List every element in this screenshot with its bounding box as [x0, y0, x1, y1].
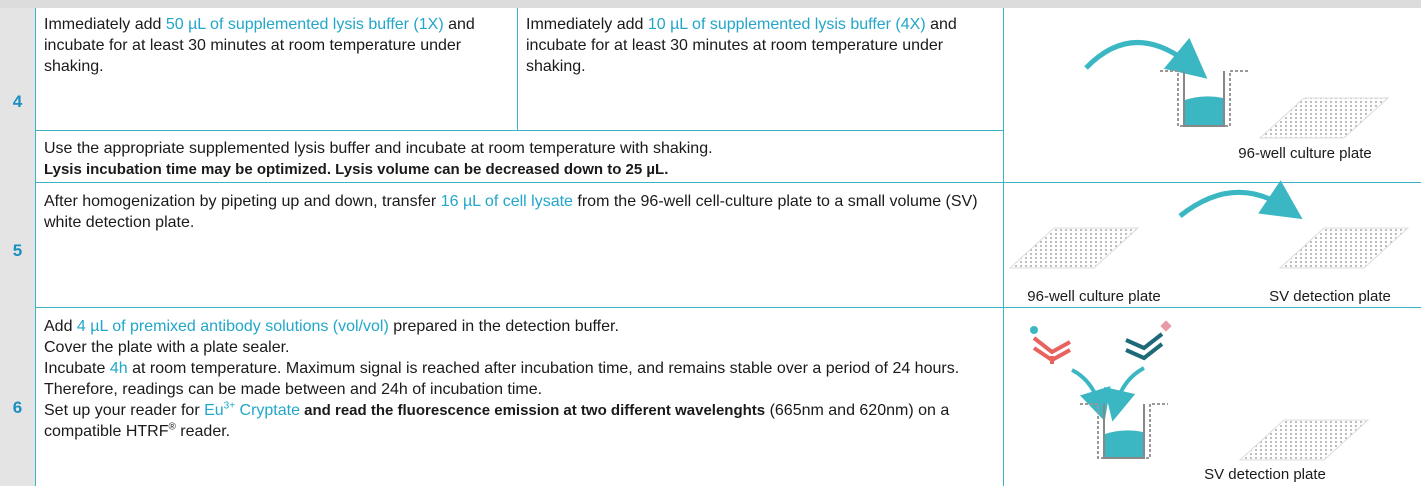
step-number: 4 [0, 92, 35, 112]
arrow [1180, 192, 1286, 216]
text: prepared in the detection buffer. [389, 318, 619, 335]
plate [1280, 228, 1408, 268]
text: and read the fluorescence emission at tw… [300, 402, 765, 419]
note-line: Lysis incubation time may be optimized. … [44, 159, 995, 180]
highlight: 50 µL of supplemented lysis buffer (1X) [166, 16, 444, 33]
figure-label: 96-well culture plate [1205, 145, 1405, 162]
arrow [1072, 370, 1100, 406]
note-line: Use the appropriate supplemented lysis b… [44, 138, 995, 159]
paragraph: Cover the plate with a plate sealer. [44, 337, 983, 358]
highlight: Eu [204, 402, 224, 419]
paragraph: Set up your reader for Eu3+ Cryptate and… [44, 400, 983, 442]
antibody [1126, 320, 1172, 358]
arrow [1116, 368, 1144, 406]
text-cell: After homogenization by pipeting up and … [36, 183, 1003, 239]
paragraph: Incubate 4h at room temperature. Maximum… [44, 358, 983, 400]
plate [1010, 228, 1138, 268]
antibody [1030, 326, 1070, 364]
text: Immediately add [44, 16, 166, 33]
paragraph: Add 4 µL of premixed antibody solutions … [44, 316, 983, 337]
text: Add [44, 318, 77, 335]
step-number: 5 [0, 241, 35, 261]
superscript: 3+ [224, 401, 235, 412]
figure-label: 96-well culture plate [1004, 288, 1184, 305]
text: After homogenization by pipeting up and … [44, 193, 441, 210]
text-cell: Immediately add 10 µL of supplemented ly… [518, 8, 1003, 83]
highlight: 4h [110, 360, 128, 377]
top-strip [0, 0, 1421, 8]
highlight: 10 µL of supplemented lysis buffer (4X) [648, 16, 926, 33]
text: Cover the plate with a plate sealer. [44, 339, 289, 356]
text: Set up your reader for [44, 402, 204, 419]
text: Incubate [44, 360, 110, 377]
illustrations [1004, 8, 1421, 486]
note-cell: Use the appropriate supplemented lysis b… [36, 131, 1003, 186]
page: 4 5 6 Immediately add 50 µL of supplemen… [0, 0, 1421, 486]
text-cell: Immediately add 50 µL of supplemented ly… [36, 8, 517, 83]
plate [1240, 420, 1368, 460]
text-cell: Add 4 µL of premixed antibody solutions … [36, 308, 1003, 448]
beaker [1160, 71, 1248, 126]
step-number: 6 [0, 398, 35, 418]
text: at room temperature. Maximum signal is r… [44, 360, 959, 398]
plate [1260, 98, 1388, 138]
highlight: 16 µL of cell lysate [441, 193, 573, 210]
figure-label: SV detection plate [1245, 288, 1415, 305]
text: reader. [176, 423, 230, 440]
superscript: ® [168, 422, 175, 433]
text: Immediately add [526, 16, 648, 33]
beaker [1080, 404, 1168, 458]
figure-label: SV detection plate [1190, 466, 1340, 483]
highlight: 4 µL of premixed antibody solutions (vol… [77, 318, 389, 335]
highlight: Cryptate [235, 402, 300, 419]
arrow [1086, 42, 1192, 68]
